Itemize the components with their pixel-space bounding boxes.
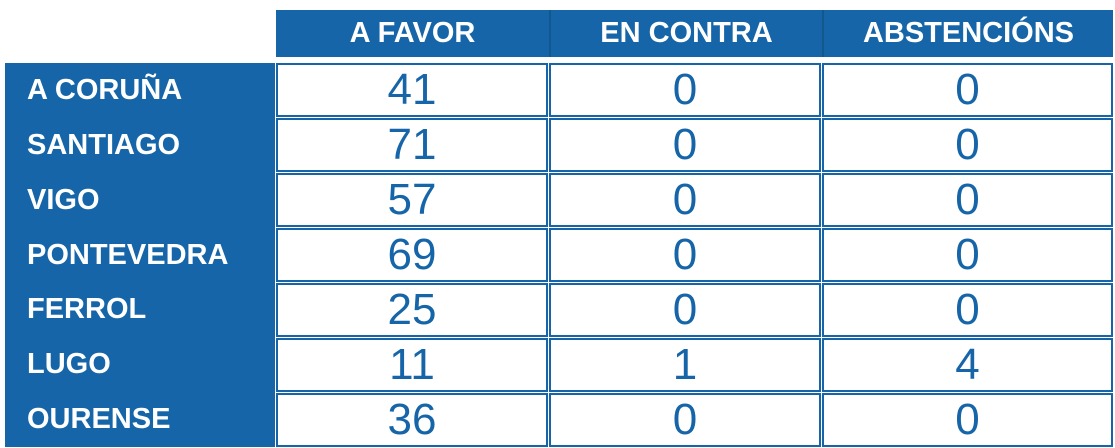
cell-santiago-abstencions: 0	[822, 118, 1113, 172]
cell-vigo-en-contra: 0	[549, 173, 821, 227]
cell-ourense-abstencions: 0	[822, 393, 1113, 447]
cell-lugo-abstencions: 4	[822, 338, 1113, 392]
cell-ferrol-en-contra: 0	[549, 283, 821, 337]
cell-santiago-en-contra: 0	[549, 118, 821, 172]
cell-lugo-en-contra: 1	[549, 338, 821, 392]
header-row: A FAVOR EN CONTRA ABSTENCIÓNS	[276, 10, 1113, 57]
header-en-contra: EN CONTRA	[549, 10, 822, 57]
cell-pontevedra-abstencions: 0	[822, 228, 1113, 282]
row-label-ferrol: FERROL	[27, 293, 147, 326]
cell-ferrol-abstencions: 0	[822, 283, 1113, 337]
cell-lugo-a-favor: 11	[276, 338, 548, 392]
cell-pontevedra-a-favor: 69	[276, 228, 548, 282]
vote-results-table: A FAVOR EN CONTRA ABSTENCIÓNS A CORUÑA S…	[5, 10, 1113, 447]
cell-ourense-a-favor: 36	[276, 393, 548, 447]
cell-pontevedra-en-contra: 0	[549, 228, 821, 282]
cell-a-coruna-a-favor: 41	[276, 63, 548, 117]
row-label-column: A CORUÑA SANTIAGO VIGO PONTEVEDRA FERROL…	[5, 63, 275, 447]
row-label-santiago: SANTIAGO	[27, 128, 181, 161]
cell-santiago-a-favor: 71	[276, 118, 548, 172]
cell-ferrol-a-favor: 25	[276, 283, 548, 337]
row-label-lugo: LUGO	[27, 348, 111, 381]
cell-ourense-en-contra: 0	[549, 393, 821, 447]
cell-a-coruna-en-contra: 0	[549, 63, 821, 117]
header-a-favor: A FAVOR	[349, 17, 476, 49]
row-label-pontevedra: PONTEVEDRA	[27, 238, 229, 271]
row-label-a-coruna: A CORUÑA	[27, 73, 183, 106]
corner-spacer	[5, 10, 275, 62]
header-abstencions: ABSTENCIÓNS	[822, 10, 1113, 57]
cell-vigo-abstencions: 0	[822, 173, 1113, 227]
cell-vigo-a-favor: 57	[276, 173, 548, 227]
row-label-vigo: VIGO	[27, 183, 100, 216]
row-label-ourense: OURENSE	[27, 403, 171, 436]
cell-a-coruna-abstencions: 0	[822, 63, 1113, 117]
